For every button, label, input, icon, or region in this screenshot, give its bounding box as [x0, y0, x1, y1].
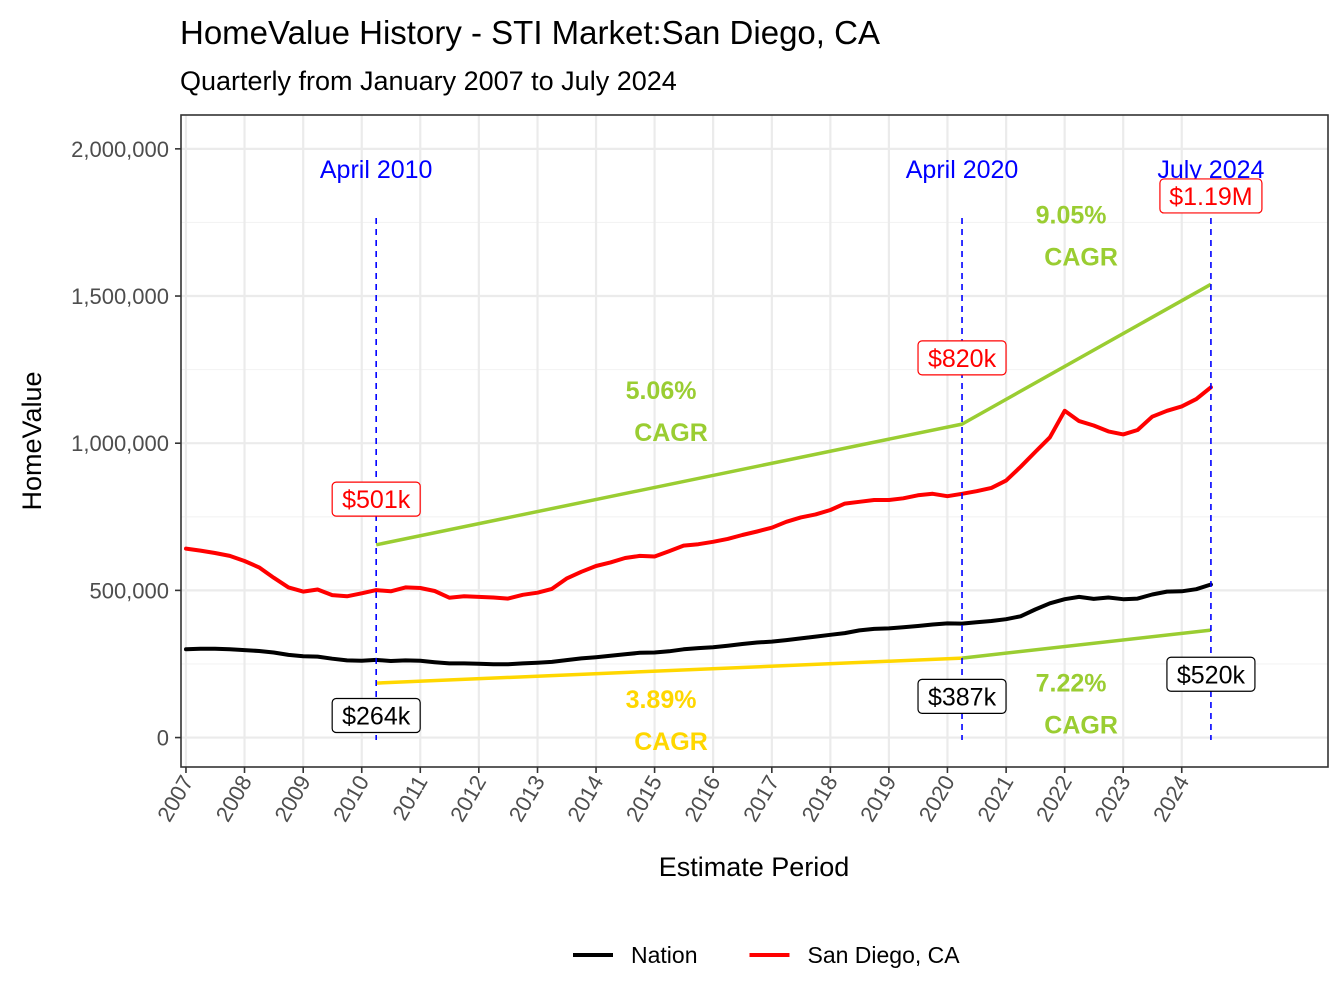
cagr-rate-label: 7.22% [1036, 670, 1107, 698]
vertical-marker-label: April 2020 [906, 156, 1019, 184]
x-tick-label: 2014 [562, 771, 608, 826]
cagr-rate-label: 5.06% [626, 377, 697, 405]
legend-label: Nation [631, 942, 697, 968]
x-tick-label: 2013 [504, 771, 550, 826]
plot-border [180, 114, 1329, 768]
value-label: $1.19M [1169, 183, 1252, 211]
x-tick-label: 2021 [972, 771, 1018, 826]
legend-label: San Diego, CA [807, 942, 960, 968]
y-tick-label: 1,500,000 [71, 284, 169, 309]
x-tick-label: 2017 [738, 771, 784, 826]
series-line [184, 385, 1213, 601]
x-axis: 2007 2008 2009 2010 2011 2012 2013 2014 2015 2016… [152, 767, 1194, 826]
x-tick-label: 2012 [445, 771, 491, 826]
y-tick-label: 2,000,000 [71, 137, 169, 162]
cagr-trend-line [375, 282, 1212, 547]
x-tick-label: 2011 [387, 771, 432, 824]
value-label: $820k [928, 345, 997, 373]
chart-subtitle: Quarterly from January 2007 to July 2024 [180, 66, 677, 96]
value-label: $501k [342, 486, 411, 514]
x-tick-label: 2018 [797, 771, 843, 826]
value-label: $387k [928, 683, 997, 711]
series-lines [184, 385, 1213, 667]
cagr-lines [375, 282, 1212, 685]
cagr-label: CAGR [634, 728, 708, 756]
x-tick-label: 2008 [211, 771, 257, 826]
x-tick-label: 2023 [1089, 771, 1135, 826]
cagr-label: CAGR [634, 419, 708, 447]
x-tick-label: 2010 [328, 771, 374, 826]
x-axis-label: Estimate Period [659, 852, 850, 882]
value-label-box [917, 678, 1007, 714]
x-tick-label: 2020 [914, 771, 960, 826]
y-tick-label: 1,000,000 [71, 431, 169, 456]
cagr-label: CAGR [1044, 244, 1118, 272]
value-label-box [1166, 656, 1256, 692]
value-label-box [917, 340, 1007, 376]
x-tick-label: 2007 [152, 771, 198, 826]
cagr-rate-label: 3.89% [626, 686, 697, 714]
x-tick-label: 2022 [1031, 771, 1077, 826]
y-tick-label: 0 [157, 726, 169, 751]
x-tick-label: 2016 [679, 771, 725, 826]
series-line [184, 582, 1213, 667]
value-label: $520k [1177, 661, 1246, 689]
chart-title: HomeValue History - STI Market:San Diego… [180, 14, 880, 51]
y-axis: 0 500,000 1,000,000 1,500,000 2,000,000 [71, 137, 181, 751]
legend: Nation San Diego, CA [573, 942, 960, 968]
x-tick-label: 2009 [269, 771, 315, 826]
y-tick-label: 500,000 [89, 578, 169, 603]
annotations: $501k $820k $1.19M $264k $387k $520k 5.06% CAGR… [331, 178, 1263, 756]
x-tick-label: 2015 [621, 771, 667, 826]
value-label-box [331, 697, 421, 734]
vertical-marker-label: April 2010 [320, 156, 433, 184]
cagr-rate-label: 9.05% [1036, 202, 1107, 230]
cagr-trend-line [961, 628, 1212, 660]
value-label-box [1159, 178, 1263, 214]
cagr-label: CAGR [1044, 712, 1118, 740]
x-tick-label: 2019 [855, 771, 901, 826]
value-label: $264k [342, 702, 411, 730]
y-axis-label: HomeValue [17, 371, 47, 510]
plot-panel [181, 115, 1328, 767]
value-label-box [331, 481, 421, 517]
cagr-trend-line [376, 656, 963, 685]
x-tick-label: 2024 [1148, 771, 1194, 826]
